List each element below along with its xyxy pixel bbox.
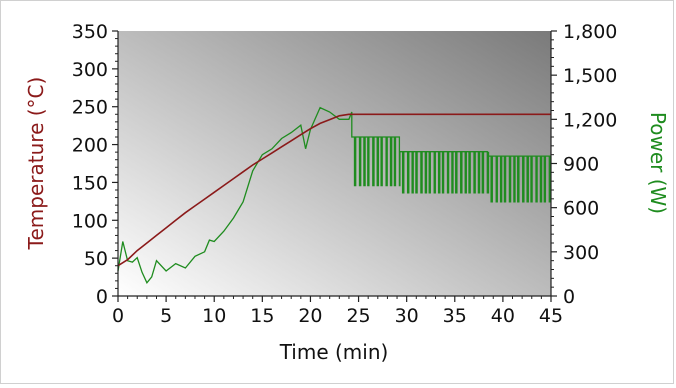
x-tick-label: 10 bbox=[202, 305, 226, 327]
x-tick-label: 45 bbox=[539, 305, 563, 327]
x-tick-label: 30 bbox=[395, 305, 419, 327]
axes-layer: 0 5 10 15 20 25 30 35 40 450501001502002503003500… bbox=[72, 21, 618, 327]
right-y-tick-label: 1,500 bbox=[563, 65, 617, 87]
right-y-tick-label: 1,200 bbox=[563, 109, 617, 131]
x-tick-label: 25 bbox=[346, 305, 370, 327]
x-tick-label: 40 bbox=[491, 305, 515, 327]
x-tick-label: 5 bbox=[160, 305, 172, 327]
right-y-tick-label: 0 bbox=[563, 286, 575, 308]
left-y-tick-label: 50 bbox=[84, 248, 108, 270]
left-y-tick-label: 0 bbox=[96, 286, 108, 308]
right-y-axis-label: Power (W) bbox=[646, 112, 670, 214]
right-y-tick-label: 1,800 bbox=[563, 21, 617, 43]
power-series-line bbox=[117, 106, 552, 285]
right-y-tick-label: 600 bbox=[563, 198, 599, 220]
right-y-tick-label: 300 bbox=[563, 242, 599, 264]
left-y-tick-label: 350 bbox=[72, 21, 108, 43]
left-y-tick-label: 300 bbox=[72, 59, 108, 81]
x-tick-label: 15 bbox=[250, 305, 274, 327]
left-y-tick-label: 250 bbox=[72, 97, 108, 119]
temperature-series-line bbox=[117, 113, 551, 267]
right-y-tick-label: 900 bbox=[563, 154, 599, 176]
x-tick-label: 35 bbox=[443, 305, 467, 327]
left-y-tick-label: 200 bbox=[72, 135, 108, 157]
left-y-axis-label: Temperature (°C) bbox=[24, 77, 48, 251]
left-y-tick-label: 100 bbox=[72, 210, 108, 232]
plot-area bbox=[118, 31, 551, 296]
left-y-tick-label: 150 bbox=[72, 172, 108, 194]
series-layer bbox=[117, 106, 552, 285]
x-axis-label: Time (min) bbox=[279, 340, 389, 364]
x-tick-label: 0 bbox=[112, 305, 124, 327]
x-tick-label: 20 bbox=[298, 305, 322, 327]
